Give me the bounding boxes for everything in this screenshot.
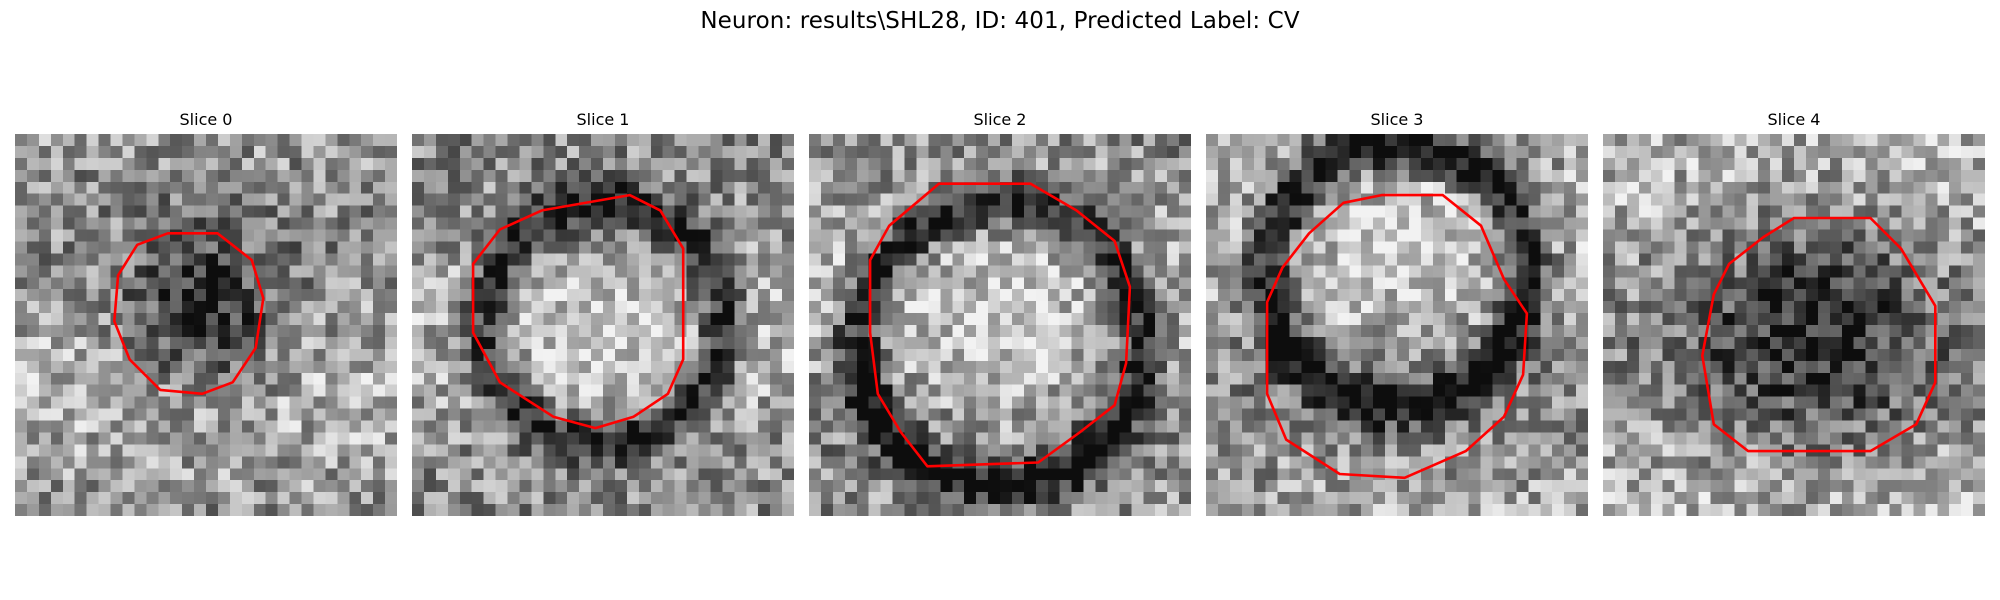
pixel-grid xyxy=(809,134,1191,516)
slice-title: Slice 4 xyxy=(1767,110,1821,129)
segmentation-contour xyxy=(1265,193,1529,480)
pixel-grid xyxy=(15,134,397,516)
slice-image-3 xyxy=(1206,134,1588,516)
pixel-grid xyxy=(1603,134,1985,516)
pixel-grid xyxy=(1206,134,1588,516)
segmentation-contour xyxy=(113,232,265,396)
slice-title: Slice 3 xyxy=(1370,110,1424,129)
slice-image-2 xyxy=(809,134,1191,516)
pixel-grid xyxy=(412,134,794,516)
slice-title: Slice 1 xyxy=(576,110,630,129)
slice-image-4 xyxy=(1603,134,1985,516)
slice-title: Slice 0 xyxy=(179,110,233,129)
segmentation-contour xyxy=(868,182,1132,468)
slice-image-1 xyxy=(412,134,794,516)
segmentation-contour xyxy=(1701,216,1937,453)
figure-title: Neuron: results\SHL28, ID: 401, Predicte… xyxy=(700,8,1300,34)
slice-title: Slice 2 xyxy=(973,110,1027,129)
segmentation-contour xyxy=(471,193,685,430)
slice-image-0 xyxy=(15,134,397,516)
